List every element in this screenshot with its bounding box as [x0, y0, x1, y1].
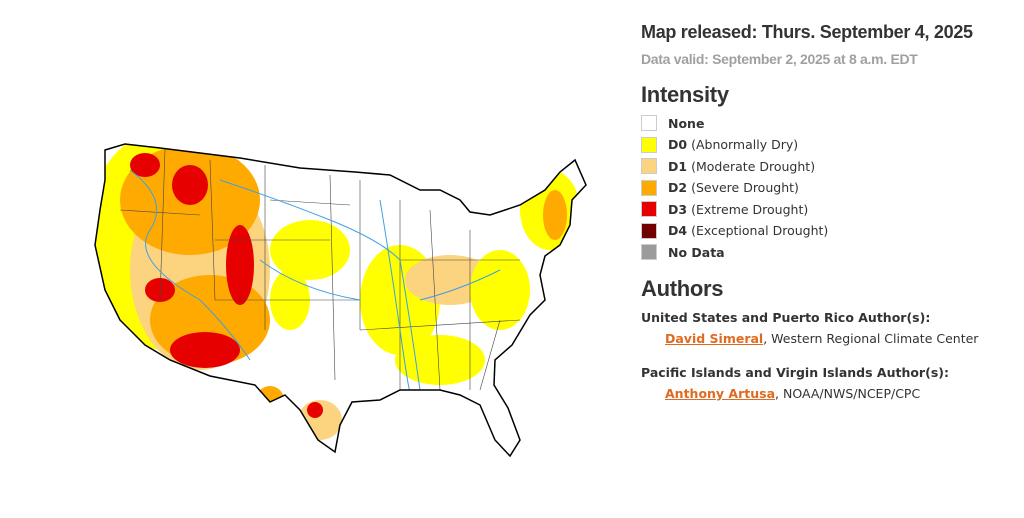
legend-swatch — [641, 201, 657, 217]
legend-label: (Severe Drought) — [691, 180, 799, 195]
rivers — [129, 169, 501, 392]
legend-swatch — [641, 158, 657, 174]
legend-label: (Moderate Drought) — [691, 158, 816, 174]
map-released: Map released: Thurs. September 4, 2025 — [641, 22, 973, 42]
author-link[interactable]: Anthony Artusa — [665, 386, 776, 401]
legend-swatch — [641, 115, 657, 131]
legend-code: No Data — [668, 244, 725, 260]
legend-code: None — [668, 115, 705, 131]
legend-swatch — [641, 222, 657, 239]
author-affiliation: , NOAA/NWS/NCEP/CPC — [775, 386, 921, 401]
legend-title: Intensity — [641, 82, 729, 107]
legend-swatch — [641, 136, 657, 153]
author-affiliation: , Western Regional Climate Center — [763, 331, 979, 346]
legend-code: D4 — [668, 223, 688, 238]
data-valid: Data valid: September 2, 2025 at 8 a.m. … — [641, 51, 918, 67]
author-link[interactable]: David Simeral — [665, 331, 764, 346]
authors-title: Authors — [641, 276, 724, 301]
legend-swatch — [641, 244, 657, 260]
legend-label: (Extreme Drought) — [691, 201, 809, 217]
legend-code: D0 — [668, 137, 688, 152]
author-group-heading: United States and Puerto Rico Author(s): — [641, 310, 931, 325]
legend-code: D2 — [668, 180, 688, 195]
author-line: Anthony Artusa, NOAA/NWS/NCEP/CPC — [665, 386, 920, 401]
author-group-heading: Pacific Islands and Virgin Islands Autho… — [641, 365, 949, 380]
author-line: David Simeral, Western Regional Climate … — [665, 331, 978, 346]
drought-map — [94, 143, 587, 457]
legend-item: D2 (Severe Drought) — [641, 179, 799, 196]
legend-code: D3 — [668, 201, 688, 217]
legend-item: D4 (Exceptional Drought) — [641, 222, 829, 239]
legend-swatch — [641, 179, 657, 196]
legend-code: D1 — [668, 158, 688, 174]
legend-label: (Abnormally Dry) — [691, 137, 799, 152]
legend-item: None — [641, 115, 708, 131]
legend-item: D1 (Moderate Drought) — [641, 158, 815, 174]
legend-item: No Data — [641, 244, 729, 260]
legend-item: D0 (Abnormally Dry) — [641, 136, 799, 153]
legend-item: D3 (Extreme Drought) — [641, 201, 808, 217]
legend-label: (Exceptional Drought) — [691, 223, 829, 238]
state-lines — [119, 149, 521, 391]
